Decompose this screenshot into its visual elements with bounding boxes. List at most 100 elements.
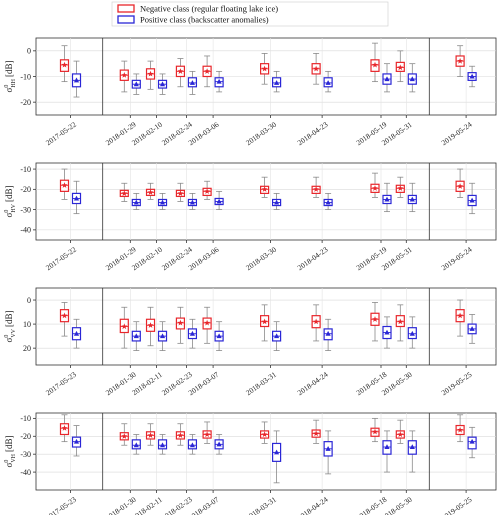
- mean-star-marker: [147, 322, 154, 328]
- negative-box: [145, 60, 156, 90]
- positive-box: [187, 318, 198, 349]
- x-tick-label: 2018-03-06: [187, 245, 221, 273]
- y-tick-label: 0: [27, 296, 31, 305]
- y-tick-label: -10: [20, 165, 31, 174]
- mean-star-marker: [313, 318, 320, 325]
- positive-box: [323, 70, 333, 93]
- y-axis-label: σ0HH[dB]: [4, 60, 17, 92]
- y-axis-label: σ0HV[dB]: [4, 185, 17, 217]
- positive-box: [131, 192, 141, 211]
- negative-box: [370, 42, 380, 83]
- mean-star-marker: [121, 190, 128, 196]
- positive-box: [214, 434, 224, 455]
- legend-positive-swatch: [117, 15, 135, 24]
- panel-frame: [35, 162, 497, 241]
- negative-box: [202, 306, 212, 344]
- positive-box: [382, 182, 392, 213]
- positive-box: [467, 182, 477, 215]
- negative-box: [260, 304, 270, 342]
- mean-star-marker: [177, 432, 184, 438]
- mean-star-marker: [457, 183, 464, 189]
- mean-triangle-marker: [409, 444, 415, 450]
- positive-box: [323, 430, 333, 475]
- positive-box: [187, 434, 198, 455]
- negative-box: [395, 50, 405, 83]
- positive-box: [214, 321, 224, 351]
- mean-star-marker: [147, 432, 154, 438]
- x-tick-label: 2018-04-23: [296, 120, 330, 148]
- legend-negative-swatch: [117, 4, 135, 13]
- mean-star-marker: [313, 186, 320, 192]
- mean-star-marker: [177, 190, 184, 196]
- mean-triangle-marker: [384, 329, 390, 335]
- mean-star-marker: [371, 185, 379, 191]
- positive-box: [157, 73, 168, 95]
- negative-box: [395, 176, 405, 198]
- negative-box: [175, 423, 186, 446]
- positive-box: [157, 321, 168, 351]
- y-tick-label: -20: [20, 98, 31, 107]
- mean-triangle-marker: [216, 198, 222, 204]
- mean-star-marker: [177, 319, 184, 326]
- mean-triangle-marker: [159, 199, 166, 205]
- mean-star-marker: [457, 57, 464, 64]
- legend-frame: [111, 1, 389, 27]
- y-axis-label: σ0VV[dB]: [4, 310, 17, 342]
- mean-triangle-marker: [325, 199, 331, 205]
- negative-box: [370, 172, 380, 198]
- mean-star-marker: [61, 182, 68, 188]
- positive-box: [214, 70, 224, 93]
- negative-box: [59, 414, 70, 443]
- x-tick-label: 2018-04-24: [296, 495, 330, 515]
- mean-triangle-marker: [409, 196, 415, 202]
- positive-box: [272, 321, 282, 351]
- mean-triangle-marker: [189, 330, 196, 336]
- x-tick-label: 2018-03-31: [244, 495, 278, 515]
- positive-box: [272, 192, 282, 211]
- negative-box: [455, 299, 465, 337]
- negative-box: [260, 176, 270, 198]
- x-tick-label: 2018-03-30: [244, 120, 278, 148]
- mean-triangle-marker: [159, 333, 166, 339]
- negative-box: [370, 417, 380, 443]
- mean-triangle-marker: [189, 442, 196, 448]
- mean-triangle-marker: [469, 73, 475, 79]
- mean-triangle-marker: [73, 195, 80, 201]
- negative-box: [119, 182, 129, 202]
- negative-box: [311, 304, 321, 342]
- positive-box: [272, 430, 282, 484]
- y-tick-label: -40: [20, 468, 31, 477]
- mean-triangle-marker: [325, 446, 331, 451]
- mean-star-marker: [397, 431, 404, 438]
- mean-star-marker: [147, 70, 154, 77]
- mean-star-marker: [204, 188, 211, 194]
- y-tick-label: -20: [20, 432, 31, 441]
- negative-box: [311, 176, 321, 198]
- negative-box: [455, 168, 465, 198]
- mean-star-marker: [177, 68, 184, 74]
- mean-star-marker: [397, 318, 404, 325]
- negative-box: [175, 182, 186, 202]
- legend-negative-label: Negative class (regular floating lake ic…: [140, 4, 278, 14]
- mean-triangle-marker: [384, 76, 390, 82]
- positive-box: [407, 316, 417, 349]
- mean-star-marker: [61, 61, 68, 68]
- y-tick-label: 0: [27, 47, 31, 56]
- mean-triangle-marker: [216, 441, 222, 447]
- mean-star-marker: [261, 318, 268, 325]
- mean-star-marker: [204, 319, 211, 326]
- mean-star-marker: [261, 65, 268, 72]
- mean-triangle-marker: [133, 81, 139, 87]
- x-tick-label: 2018-03-31: [244, 370, 278, 398]
- x-tick-label: 2018-02-23: [160, 495, 194, 515]
- mean-star-marker: [371, 316, 379, 322]
- mean-star-marker: [204, 431, 211, 438]
- mean-star-marker: [457, 426, 464, 433]
- x-tick-label: 2019-05-24: [440, 120, 474, 148]
- positive-box: [71, 60, 82, 98]
- mean-triangle-marker: [216, 333, 222, 339]
- y-tick-label: -20: [20, 185, 31, 194]
- mean-star-marker: [397, 64, 404, 71]
